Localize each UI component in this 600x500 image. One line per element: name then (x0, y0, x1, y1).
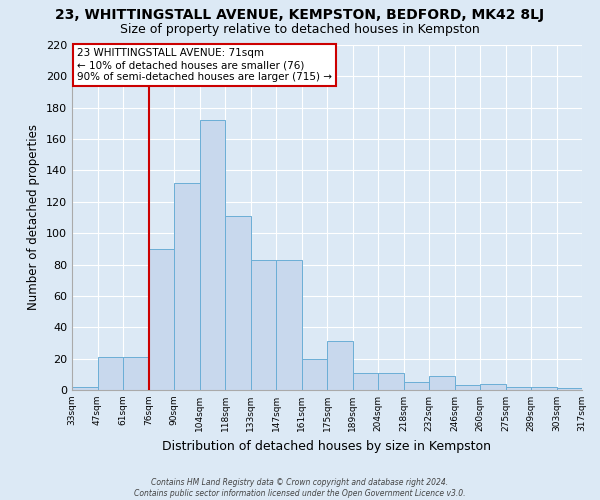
Bar (557, 388, 582, 390)
Bar (97, 357, 123, 390)
Bar (404, 382, 429, 390)
Y-axis label: Number of detached properties: Number of detached properties (28, 124, 40, 310)
Bar (505, 387, 531, 390)
Bar (531, 387, 557, 390)
Bar (302, 358, 327, 390)
Bar (174, 183, 199, 390)
Bar (123, 357, 149, 390)
Bar (251, 260, 276, 390)
Text: Size of property relative to detached houses in Kempston: Size of property relative to detached ho… (120, 22, 480, 36)
Bar (429, 376, 455, 390)
Bar (455, 386, 480, 390)
X-axis label: Distribution of detached houses by size in Kempston: Distribution of detached houses by size … (163, 440, 491, 452)
Bar (353, 373, 378, 390)
Text: Contains HM Land Registry data © Crown copyright and database right 2024.
Contai: Contains HM Land Registry data © Crown c… (134, 478, 466, 498)
Text: 23, WHITTINGSTALL AVENUE, KEMPSTON, BEDFORD, MK42 8LJ: 23, WHITTINGSTALL AVENUE, KEMPSTON, BEDF… (55, 8, 545, 22)
Bar (327, 342, 353, 390)
Bar (276, 260, 302, 390)
Text: 23 WHITTINGSTALL AVENUE: 71sqm
← 10% of detached houses are smaller (76)
90% of : 23 WHITTINGSTALL AVENUE: 71sqm ← 10% of … (77, 48, 332, 82)
Bar (378, 373, 404, 390)
Bar (225, 216, 251, 390)
Bar (480, 384, 505, 390)
Bar (149, 249, 174, 390)
Bar (199, 120, 225, 390)
Bar (72, 387, 97, 390)
